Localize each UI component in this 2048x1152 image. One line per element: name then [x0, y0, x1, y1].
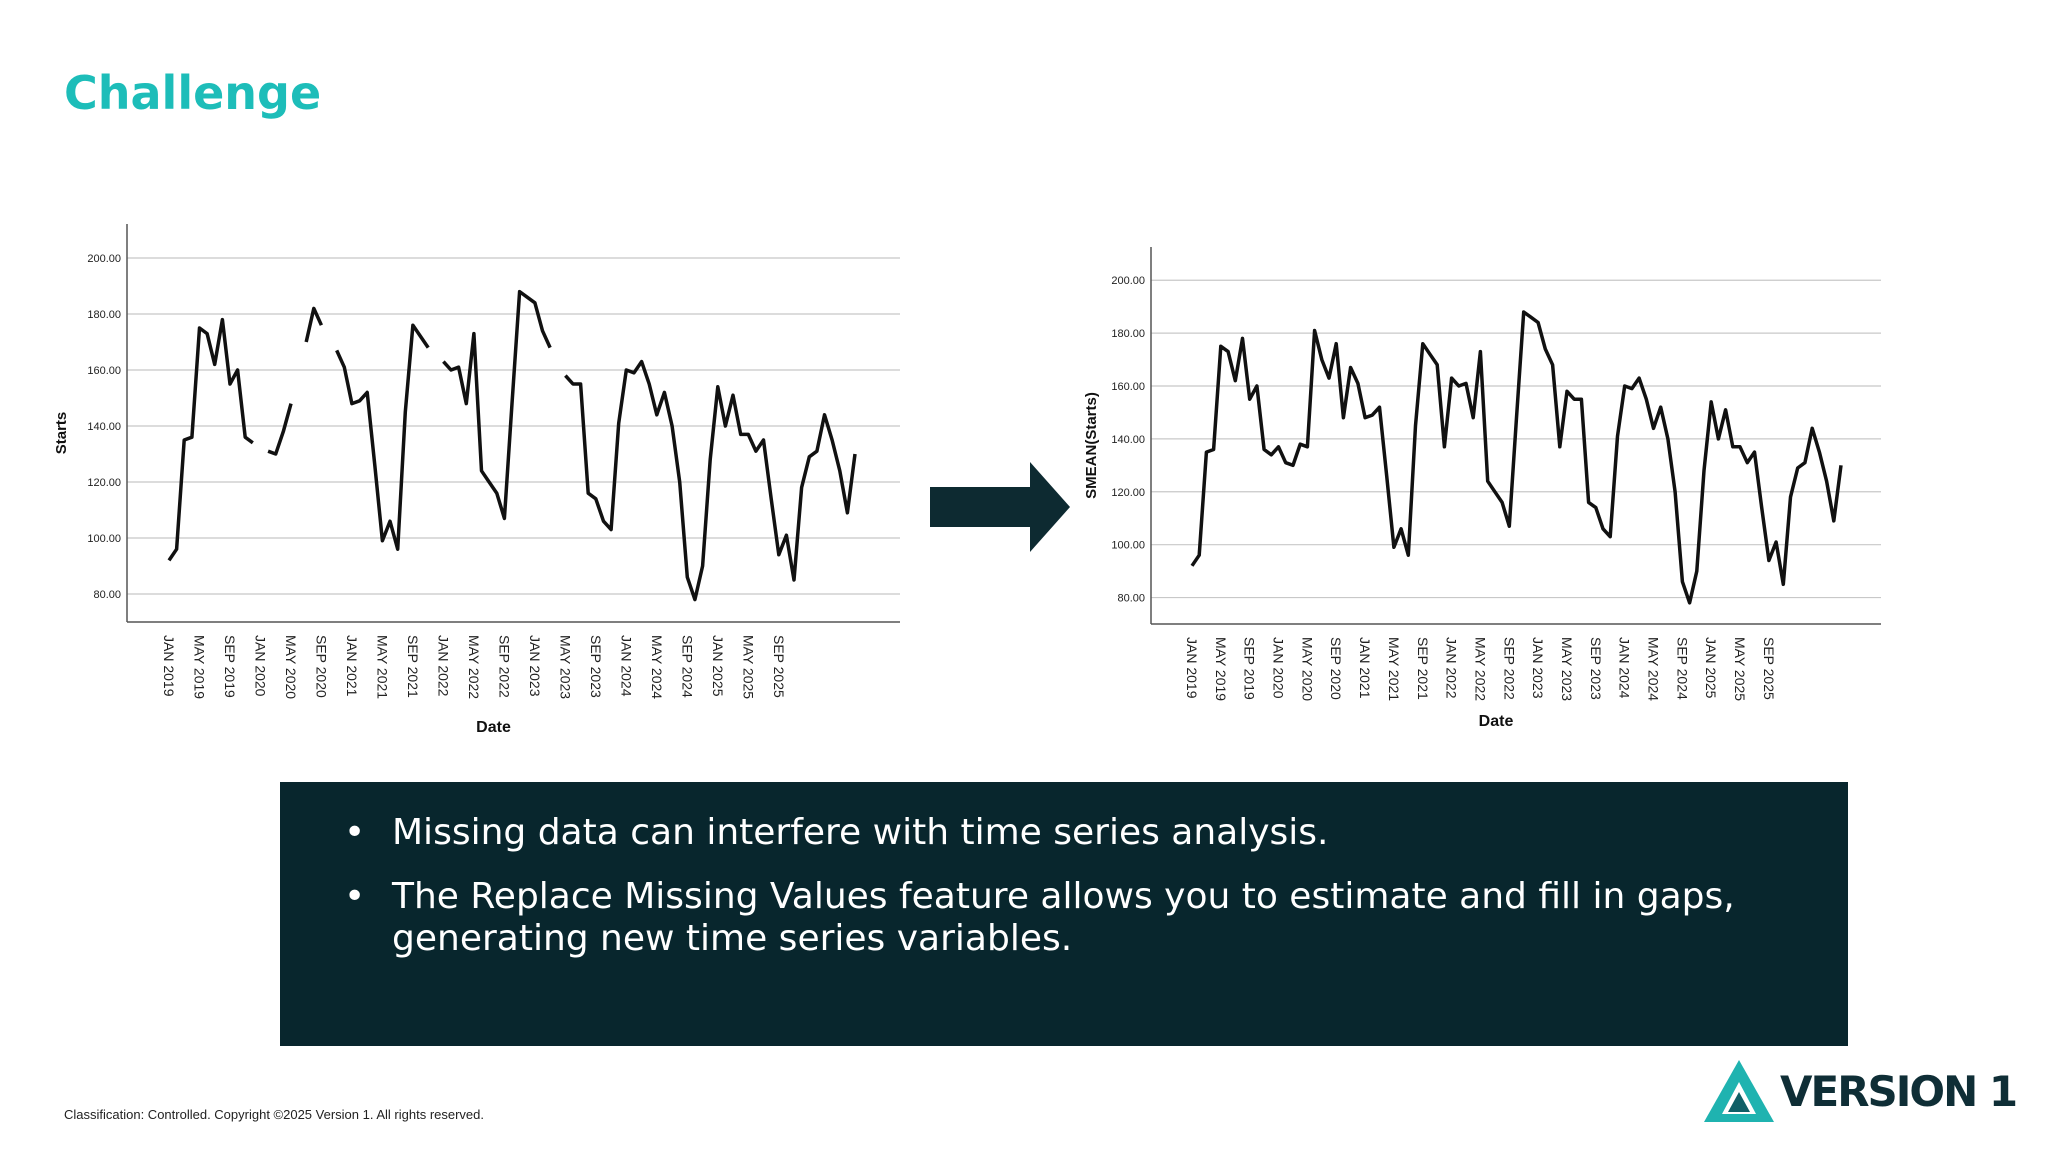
y-tick-label: 80.00: [93, 589, 121, 601]
y-axis-title: SMEAN(Starts): [1083, 392, 1100, 499]
x-tick-label: SEP 2019: [1242, 637, 1258, 700]
y-axis-title: Starts: [53, 412, 70, 455]
y-tick-label: 100.00: [87, 533, 121, 545]
x-tick-label: JAN 2022: [435, 635, 451, 697]
logo-text: VERSION 1: [1780, 1066, 2018, 1116]
triangle-logo-icon: [1704, 1060, 1774, 1122]
series-line-segment: [1190, 310, 1843, 605]
y-tick-label: 140.00: [87, 421, 121, 433]
x-tick-label: MAY 2021: [1386, 637, 1402, 701]
x-tick-label: SEP 2024: [1674, 637, 1690, 700]
series-line-segment: [304, 306, 323, 343]
y-tick-label: 140.00: [1111, 434, 1145, 446]
x-tick-label: MAY 2023: [557, 635, 573, 699]
bullet-missing-data: Missing data can interfere with time ser…: [336, 812, 1848, 854]
x-tick-label: SEP 2024: [679, 635, 695, 698]
x-tick-label: JAN 2024: [1617, 637, 1633, 699]
x-tick-label: JAN 2021: [344, 635, 360, 697]
x-tick-label: SEP 2020: [1328, 637, 1344, 700]
copyright-footer: Classification: Controlled. Copyright ©2…: [64, 1107, 485, 1122]
x-tick-label: JAN 2024: [618, 635, 634, 697]
series-line-segment: [267, 403, 293, 456]
x-tick-label: SEP 2022: [1501, 637, 1517, 700]
x-tick-label: MAY 2025: [740, 635, 756, 699]
x-tick-label: MAY 2019: [1213, 637, 1229, 701]
y-tick-label: 200.00: [87, 253, 121, 265]
x-axis-title: Date: [1479, 713, 1514, 730]
smean-starts-chart: 80.00 100.00 120.00 140.00 160.00 180.00 200.0…: [1083, 247, 1881, 730]
x-tick-label: SEP 2022: [496, 635, 512, 698]
slide-title: Challenge: [64, 66, 322, 120]
y-tick-label: 160.00: [87, 365, 121, 377]
x-tick-label: SEP 2025: [1761, 637, 1777, 700]
x-tick-label: MAY 2019: [191, 635, 207, 699]
x-tick-label: MAY 2024: [649, 635, 665, 699]
right-arrow-icon: [930, 462, 1070, 552]
x-tick-label: MAY 2021: [374, 635, 390, 699]
y-tick-label: 100.00: [1111, 540, 1145, 552]
x-tick-label: SEP 2025: [771, 635, 787, 698]
x-tick-label: JAN 2019: [161, 635, 177, 697]
x-tick-label: MAY 2023: [1559, 637, 1575, 701]
x-tick-label: SEP 2020: [313, 635, 329, 698]
y-tick-label: 200.00: [1111, 275, 1145, 287]
x-axis-title: Date: [476, 719, 511, 736]
y-tick-label: 120.00: [87, 477, 121, 489]
y-tick-label: 160.00: [1111, 381, 1145, 393]
x-tick-label: JAN 2022: [1444, 637, 1460, 699]
x-tick-label: MAY 2020: [283, 635, 299, 699]
x-tick-label: JAN 2020: [1271, 637, 1287, 699]
series-line-segment: [564, 359, 857, 602]
x-tick-label: SEP 2023: [1588, 637, 1604, 700]
starts-chart: 80.00 100.00 120.00 140.00 160.00 180.00 200.0…: [53, 224, 900, 736]
x-tick-label: SEP 2019: [222, 635, 238, 698]
x-tick-label: JAN 2023: [527, 635, 543, 697]
x-tick-label: MAY 2025: [1732, 637, 1748, 701]
bullet-replace-missing: The Replace Missing Values feature allow…: [336, 876, 1848, 960]
x-tick-label: MAY 2022: [466, 635, 482, 699]
x-tick-label: SEP 2021: [1415, 637, 1431, 700]
x-tick-label: JAN 2019: [1184, 637, 1200, 699]
y-tick-label: 180.00: [87, 309, 121, 321]
version1-logo: VERSION 1: [1702, 1058, 2018, 1124]
x-tick-label: MAY 2020: [1299, 637, 1315, 701]
x-tick-label: JAN 2020: [252, 635, 268, 697]
x-tick-label: MAY 2024: [1646, 637, 1662, 701]
x-tick-label: JAN 2021: [1357, 637, 1373, 699]
x-tick-label: MAY 2022: [1472, 637, 1488, 701]
x-tick-label: JAN 2025: [710, 635, 726, 697]
series-line-segment: [442, 289, 552, 521]
series-line-segment: [167, 317, 254, 562]
y-tick-label: 80.00: [1117, 593, 1145, 605]
y-tick-label: 120.00: [1111, 487, 1145, 499]
x-tick-label: SEP 2021: [405, 635, 421, 698]
series-line-segment: [335, 323, 430, 551]
y-tick-label: 180.00: [1111, 328, 1145, 340]
explanation-panel: Missing data can interfere with time ser…: [280, 782, 1848, 1046]
x-tick-label: SEP 2023: [588, 635, 604, 698]
x-tick-label: JAN 2023: [1530, 637, 1546, 699]
x-tick-label: JAN 2025: [1703, 637, 1719, 699]
